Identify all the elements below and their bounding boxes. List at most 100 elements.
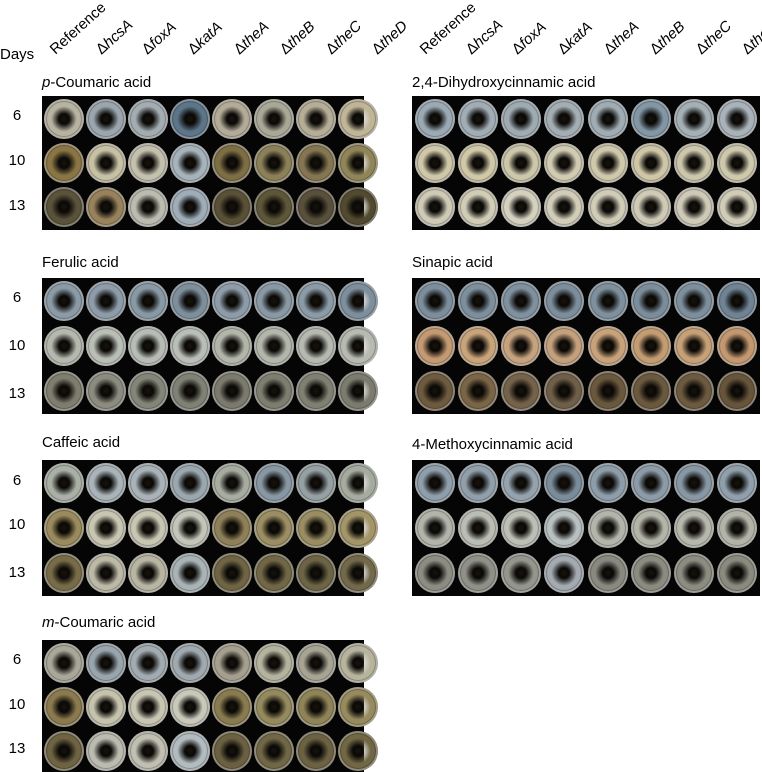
petri-dish xyxy=(296,143,336,183)
culture-plate-image xyxy=(44,507,84,548)
petri-dish xyxy=(170,552,210,593)
petri-dish xyxy=(254,463,294,504)
petri-dish xyxy=(212,325,252,367)
culture-plate-image xyxy=(717,143,758,183)
day-label: 13 xyxy=(8,564,26,581)
petri-dish xyxy=(254,143,294,183)
culture-plate-image xyxy=(587,507,628,548)
petri-dish xyxy=(128,187,168,227)
culture-plate-image xyxy=(674,552,715,593)
petri-dish xyxy=(170,687,210,727)
petri-dish xyxy=(414,463,455,504)
culture-plate-image xyxy=(86,507,126,548)
petri-dish xyxy=(338,143,378,183)
culture-plate-image xyxy=(338,99,378,139)
petri-dish xyxy=(44,99,84,139)
culture-plate-image xyxy=(254,99,294,139)
culture-plate-image xyxy=(587,463,628,504)
petri-dish xyxy=(717,507,758,549)
petri-dish xyxy=(86,643,126,683)
petri-dish xyxy=(457,281,498,322)
petri-dish xyxy=(212,731,252,771)
culture-plate-image xyxy=(414,99,455,139)
panel-title: 2,4-Dihydroxycinnamic acid xyxy=(412,74,596,91)
petri-dish xyxy=(86,370,126,411)
petri-dish xyxy=(338,507,378,549)
petri-dish xyxy=(296,731,336,771)
culture-plate-image xyxy=(128,325,168,366)
culture-plate-image xyxy=(587,143,628,183)
petri-dish xyxy=(170,370,210,411)
culture-plate-image xyxy=(254,325,294,366)
panel-title: m-Coumaric acid xyxy=(42,614,156,631)
petri-dish xyxy=(674,507,715,549)
petri-dish xyxy=(717,99,758,139)
petri-dish xyxy=(544,507,585,549)
petri-dish xyxy=(414,370,455,411)
petri-dish xyxy=(212,143,252,183)
day-label: 10 xyxy=(8,696,26,713)
culture-plate-image xyxy=(212,370,252,411)
petri-dish xyxy=(128,143,168,183)
petri-dish xyxy=(296,552,336,593)
culture-plate-image xyxy=(501,325,542,366)
culture-plate-image xyxy=(86,99,126,139)
petri-dish xyxy=(414,325,455,367)
panel-title: Caffeic acid xyxy=(42,434,121,451)
culture-plate-image xyxy=(630,187,671,227)
culture-plate-image xyxy=(338,143,378,183)
strain-label: ΔkatA xyxy=(184,18,226,58)
day-label: 10 xyxy=(8,516,26,533)
culture-plate-image xyxy=(501,507,542,548)
petri-dish xyxy=(587,325,628,367)
culture-plate-image xyxy=(212,463,252,504)
petri-dish xyxy=(501,143,542,183)
culture-plate-image xyxy=(674,281,715,322)
culture-plate-image xyxy=(717,187,758,227)
petri-dish xyxy=(254,187,294,227)
petri-dish xyxy=(44,370,84,411)
culture-plate-image xyxy=(212,731,252,771)
culture-plate-image xyxy=(170,731,210,771)
culture-plate-image xyxy=(212,281,252,322)
petri-dish xyxy=(212,463,252,504)
petri-dish xyxy=(254,281,294,322)
culture-plate-image xyxy=(674,463,715,504)
petri-dish xyxy=(338,687,378,727)
petri-dish xyxy=(501,325,542,367)
petri-dish xyxy=(170,99,210,139)
petri-dish xyxy=(457,187,498,227)
culture-plate-image xyxy=(630,370,671,411)
day-label: 6 xyxy=(12,651,22,668)
petri-dish xyxy=(212,687,252,727)
culture-plate-image xyxy=(544,325,585,366)
petri-dish xyxy=(717,370,758,411)
culture-plate-image xyxy=(457,187,498,227)
culture-plate-image xyxy=(338,325,378,366)
culture-plate-image xyxy=(212,99,252,139)
culture-plate-image xyxy=(296,687,336,727)
culture-plate-image xyxy=(501,281,542,322)
strain-label: ΔtheA xyxy=(230,18,273,58)
days-axis-title: Days xyxy=(0,46,35,63)
petri-dish xyxy=(414,99,455,139)
culture-plate-image xyxy=(86,325,126,366)
culture-plate-image xyxy=(717,507,758,548)
culture-plate-image xyxy=(338,507,378,548)
day-label: 6 xyxy=(12,289,22,306)
petri-dish xyxy=(501,187,542,227)
petri-dish xyxy=(254,643,294,683)
plate-panel xyxy=(412,278,760,414)
petri-dish xyxy=(128,325,168,367)
culture-plate-image xyxy=(630,143,671,183)
plate-panel xyxy=(42,278,378,414)
petri-dish xyxy=(86,552,126,593)
petri-dish xyxy=(170,643,210,683)
petri-dish xyxy=(674,99,715,139)
culture-plate-image xyxy=(212,552,252,593)
culture-plate-image xyxy=(128,187,168,227)
culture-plate-image xyxy=(587,281,628,322)
culture-plate-image xyxy=(338,687,378,727)
petri-dish xyxy=(457,325,498,367)
petri-dish xyxy=(544,463,585,504)
